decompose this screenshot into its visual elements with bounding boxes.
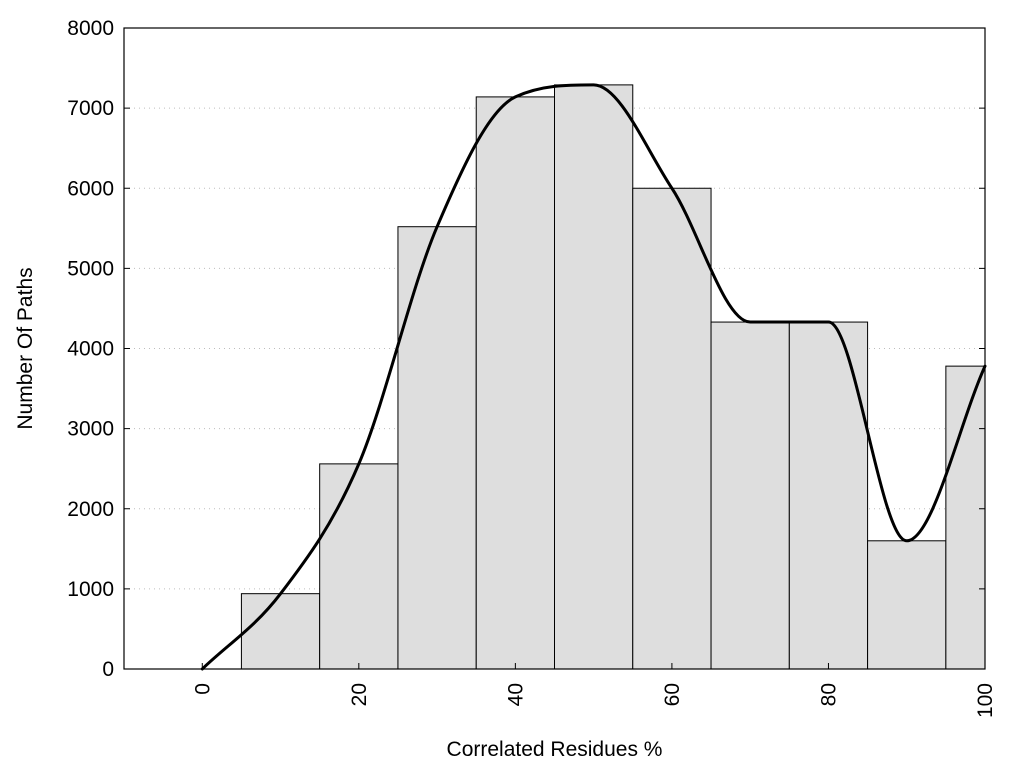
x-axis-label: Correlated Residues %	[447, 738, 663, 761]
x-tick-label-60: 60	[661, 683, 684, 706]
y-tick-label-6000: 6000	[67, 177, 114, 200]
y-tick-label-1000: 1000	[67, 578, 114, 601]
y-tick-label-8000: 8000	[67, 17, 114, 40]
bar-70	[710, 321, 790, 670]
x-tick-label-0: 0	[191, 683, 214, 695]
y-tick-label-2000: 2000	[67, 498, 114, 521]
x-tick-label-80: 80	[817, 683, 840, 706]
x-axis-tick-labels: 0 20 40 60 80 100	[191, 683, 997, 718]
trend-curve	[200, 83, 987, 671]
bar-10	[240, 593, 321, 670]
bar-100	[945, 365, 986, 670]
x-tick-label-20: 20	[348, 683, 371, 706]
bar-50	[554, 84, 634, 670]
x-tick-label-100: 100	[974, 683, 997, 718]
y-tick-label-4000: 4000	[67, 338, 114, 361]
histogram-bars	[240, 84, 986, 670]
y-axis-tick-labels: 0 1000 2000 3000 4000 5000 6000 7000 8000	[67, 17, 114, 681]
trend-line	[200, 83, 987, 671]
y-tick-label-7000: 7000	[67, 97, 114, 120]
y-tick-label-5000: 5000	[67, 257, 114, 280]
y-tick-label-3000: 3000	[67, 418, 114, 441]
bar-80	[788, 321, 869, 670]
bar-30	[397, 226, 477, 670]
axis-ticks	[124, 27, 986, 670]
bar-20	[319, 463, 399, 670]
bar-90	[867, 540, 947, 670]
bar-40	[475, 96, 555, 670]
x-tick-label-40: 40	[504, 683, 527, 706]
y-axis-label: Number Of Paths	[14, 267, 37, 429]
y-tick-label-0: 0	[102, 658, 114, 681]
bar-60	[632, 187, 712, 670]
